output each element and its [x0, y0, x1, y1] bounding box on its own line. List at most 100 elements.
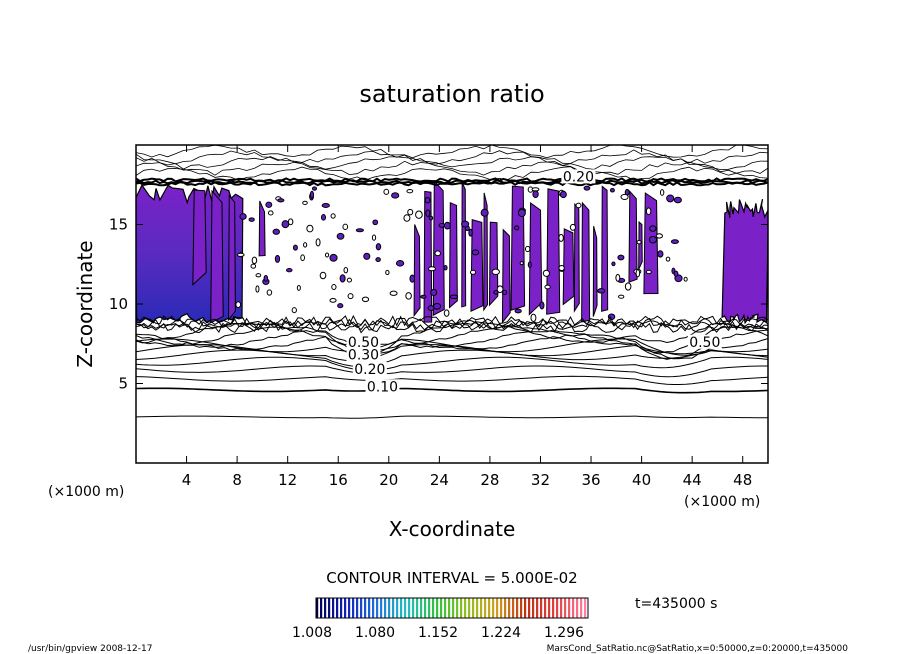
colorbar-stripe	[368, 598, 371, 618]
cloud-speck	[391, 192, 400, 199]
cloud-speck	[569, 223, 577, 231]
colorbar-labels: 1.008 1.080 1.152 1.224 1.296	[292, 625, 584, 641]
contour-line	[136, 329, 768, 360]
cloud-top-contour	[136, 181, 768, 187]
cloud-speck	[665, 256, 671, 262]
supersaturated-column	[483, 192, 488, 312]
cloud-speck	[339, 274, 346, 283]
cloud-speck	[514, 225, 520, 231]
colorbar-stripe	[544, 598, 547, 618]
colorbar-stripe	[552, 598, 555, 618]
cloud-speck	[670, 239, 679, 244]
supersaturated-column	[228, 194, 236, 322]
colorbar-stripe	[428, 598, 431, 618]
contour-label-bg	[365, 379, 400, 394]
cloud-speck	[496, 285, 504, 294]
cloud-speck	[427, 266, 437, 272]
cloud-speck	[618, 294, 625, 299]
cloud-speck	[302, 200, 308, 205]
colorbar-stripe	[344, 598, 347, 618]
x-tick-label: 36	[581, 471, 600, 489]
supersaturated-patch-left	[136, 184, 244, 324]
cloud-speck	[255, 285, 260, 293]
cloud-speck	[251, 256, 258, 265]
cloud-speck	[287, 218, 294, 226]
colorbar-stripe	[456, 598, 459, 618]
supersaturated-column	[423, 190, 433, 323]
colorbar-stripe	[504, 598, 507, 618]
upper-contour	[136, 145, 768, 159]
cloud-speck	[617, 254, 625, 261]
supersaturated-column	[628, 190, 638, 283]
x-tick-label: 28	[480, 471, 499, 489]
x-tick-label: 44	[683, 471, 702, 489]
cloud-speck	[236, 252, 245, 257]
contour-label-bg	[346, 347, 381, 362]
colorbar-stripe	[440, 598, 443, 618]
supersaturated-column	[488, 221, 499, 307]
supersaturated-patch-right	[721, 198, 768, 325]
contour-label: 0.20	[563, 169, 594, 185]
colorbar-stripe	[380, 598, 383, 618]
cloud-speck	[620, 193, 629, 200]
cloud-speck	[514, 308, 522, 314]
colorbar-stripe	[584, 598, 587, 618]
cloud-speck	[645, 269, 652, 275]
x-axis-ticks: 4 8 12 16 20 24 28 32 36 40 44 48	[182, 145, 752, 489]
supersaturated-column	[573, 202, 580, 313]
colorbar-stripe	[540, 598, 543, 618]
supersaturated-column	[501, 228, 511, 324]
chart-title: saturation ratio	[359, 80, 544, 108]
colorbar-stripe	[500, 598, 503, 618]
colorbar-stripe	[436, 598, 439, 618]
cloud-speck	[248, 217, 255, 222]
x-tick-label: 16	[329, 471, 348, 489]
contour-label: 0.20	[354, 362, 385, 378]
colorbar-label: 1.152	[418, 625, 458, 641]
cloud-speck	[502, 289, 508, 296]
supersaturated-column	[601, 185, 609, 312]
cloud-speck	[263, 274, 269, 282]
cloud-contour-lines	[136, 145, 768, 334]
cloud-speck	[361, 296, 370, 303]
colorbar-stripe	[336, 598, 339, 618]
colorbar-label: 1.080	[355, 625, 395, 641]
cloud-speck	[443, 221, 451, 230]
cloud-speck	[274, 254, 281, 263]
cloud-speck	[255, 273, 262, 278]
supersaturated-column	[643, 192, 659, 295]
supersaturation-fills	[136, 179, 768, 325]
y-tick-label: 5	[118, 375, 128, 393]
cloud-speck	[443, 309, 450, 317]
x-tick-label: 12	[278, 471, 297, 489]
contour-label-bg	[561, 169, 596, 184]
y-tick-label: 15	[109, 216, 128, 234]
contour-line	[136, 365, 768, 378]
cloud-speck	[635, 269, 641, 278]
supersaturated-column	[470, 219, 484, 312]
cloud-speck	[303, 242, 308, 248]
cloud-speck	[673, 270, 679, 277]
colorbar-stripe	[572, 598, 575, 618]
colorbar-stripe	[340, 598, 343, 618]
cloud-speck	[277, 198, 285, 203]
contour-line	[136, 375, 768, 385]
cloud-speck	[330, 213, 336, 219]
cloud-speck	[648, 235, 658, 244]
cloud-speck	[311, 186, 318, 191]
cloud-speck	[320, 214, 327, 221]
cloud-speck	[443, 264, 448, 271]
colorbar-stripe	[444, 598, 447, 618]
cloud-speck	[355, 228, 364, 233]
contour-labels: 0.100.200.300.500.200.50	[346, 169, 722, 395]
colorbar-stripe	[360, 598, 363, 618]
colorbar-stripe	[388, 598, 391, 618]
cloud-speck	[544, 284, 551, 290]
colorbar-stripe	[364, 598, 367, 618]
cloud-speck	[285, 268, 293, 273]
cloud-speck	[530, 313, 537, 322]
colorbar-stripe	[568, 598, 571, 618]
x-tick-label: 4	[182, 471, 192, 489]
cloud-speck	[383, 188, 390, 195]
cloud-speck	[491, 268, 500, 276]
